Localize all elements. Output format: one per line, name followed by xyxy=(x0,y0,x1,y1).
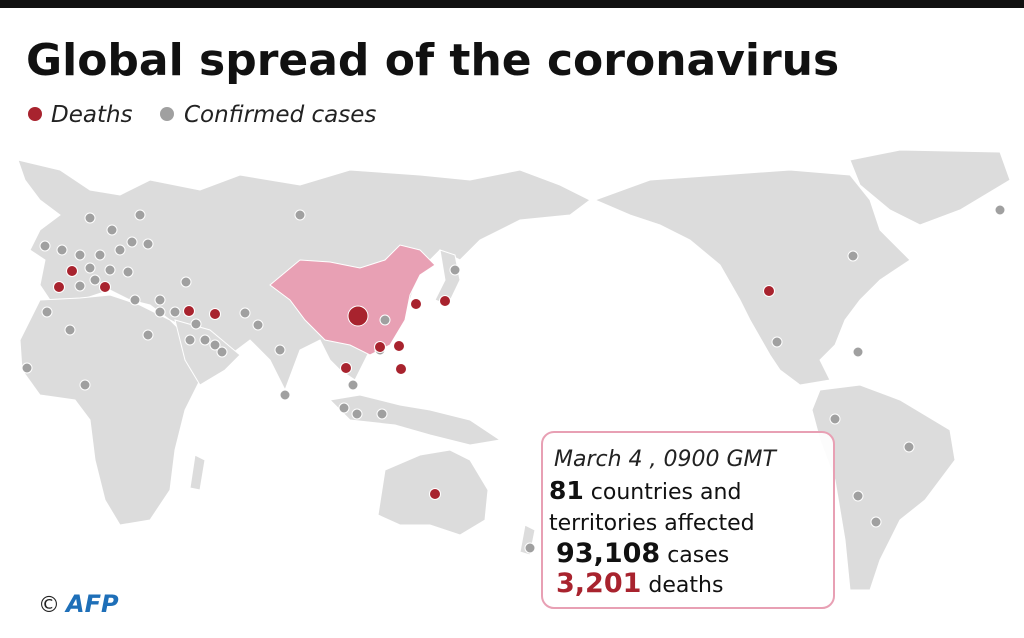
case-dot xyxy=(41,306,53,318)
case-dot xyxy=(190,318,202,330)
case-dot xyxy=(56,244,68,256)
case-dot xyxy=(21,362,33,374)
case-dot xyxy=(338,402,350,414)
location-dots xyxy=(21,204,1006,554)
countries-count: 81 xyxy=(549,476,584,505)
case-dot xyxy=(169,306,181,318)
case-dot xyxy=(771,336,783,348)
legend-dot-cases xyxy=(160,107,174,121)
case-dot xyxy=(829,413,841,425)
case-dot xyxy=(852,490,864,502)
case-dot xyxy=(376,408,388,420)
info-countries-2: territories affected xyxy=(549,511,755,536)
case-dot xyxy=(239,307,251,319)
death-dot xyxy=(393,340,405,352)
case-dot xyxy=(347,379,359,391)
death-dot xyxy=(209,308,221,320)
case-dot xyxy=(184,334,196,346)
case-dot xyxy=(351,408,363,420)
case-dot xyxy=(142,329,154,341)
death-dot xyxy=(395,363,407,375)
case-dot xyxy=(122,266,134,278)
title: Global spread of the coronavirus xyxy=(26,35,839,86)
case-dot xyxy=(216,346,228,358)
case-dot xyxy=(129,294,141,306)
death-dot xyxy=(763,285,775,297)
death-dot xyxy=(340,362,352,374)
greenland xyxy=(849,149,1011,226)
case-dot xyxy=(114,244,126,256)
death-dot xyxy=(99,281,111,293)
cases-label: cases xyxy=(667,543,729,568)
case-dot xyxy=(279,389,291,401)
case-dot xyxy=(180,276,192,288)
deaths-count: 3,201 xyxy=(556,568,641,599)
info-deaths: 3,201 deaths xyxy=(556,568,723,599)
agency-logo: AFP xyxy=(64,590,119,618)
madagascar xyxy=(189,454,206,491)
case-dot xyxy=(39,240,51,252)
case-dot xyxy=(104,264,116,276)
info-date: March 4 , 0900 GMT xyxy=(554,447,778,472)
countries-label: countries and xyxy=(591,480,742,505)
info-cases: 93,108 cases xyxy=(556,538,729,569)
legend-deaths: Deaths xyxy=(51,102,133,128)
death-dot xyxy=(374,341,386,353)
case-dot xyxy=(852,346,864,358)
case-dot xyxy=(847,250,859,262)
case-dot xyxy=(84,262,96,274)
case-dot xyxy=(449,264,461,276)
case-dot xyxy=(79,379,91,391)
death-dot xyxy=(429,488,441,500)
case-dot xyxy=(94,249,106,261)
death-dot xyxy=(66,265,78,277)
case-dot xyxy=(274,344,286,356)
death-dot xyxy=(53,281,65,293)
case-dot xyxy=(64,324,76,336)
case-dot xyxy=(524,542,536,554)
case-dot xyxy=(209,339,221,351)
africa xyxy=(19,294,216,526)
death-dot xyxy=(439,295,451,307)
land xyxy=(17,149,1011,591)
case-dot xyxy=(142,238,154,250)
legend-dot-deaths xyxy=(28,107,42,121)
deaths-label: deaths xyxy=(648,573,723,598)
case-dot xyxy=(74,280,86,292)
case-dot xyxy=(84,212,96,224)
info-countries: 81 countries and xyxy=(549,476,741,505)
copyright: © xyxy=(38,593,60,618)
death-dot xyxy=(410,298,422,310)
case-dot xyxy=(199,334,211,346)
case-dot xyxy=(106,224,118,236)
case-dot xyxy=(154,306,166,318)
north-america xyxy=(593,169,911,386)
china xyxy=(269,244,436,356)
case-dot xyxy=(252,319,264,331)
legend-cases: Confirmed cases xyxy=(184,102,376,128)
case-dot xyxy=(126,236,138,248)
case-dot xyxy=(379,314,391,326)
case-dot xyxy=(994,204,1006,216)
death-dot xyxy=(183,305,195,317)
case-dot xyxy=(89,274,101,286)
case-dot xyxy=(870,516,882,528)
case-dot xyxy=(154,294,166,306)
case-dot xyxy=(74,249,86,261)
case-dot xyxy=(294,209,306,221)
info-box xyxy=(541,431,835,609)
case-dot xyxy=(134,209,146,221)
cases-count: 93,108 xyxy=(556,538,660,569)
death-dot-china xyxy=(347,305,369,327)
case-dot xyxy=(903,441,915,453)
southeast-islands xyxy=(328,394,502,446)
top-bar xyxy=(0,0,1024,8)
